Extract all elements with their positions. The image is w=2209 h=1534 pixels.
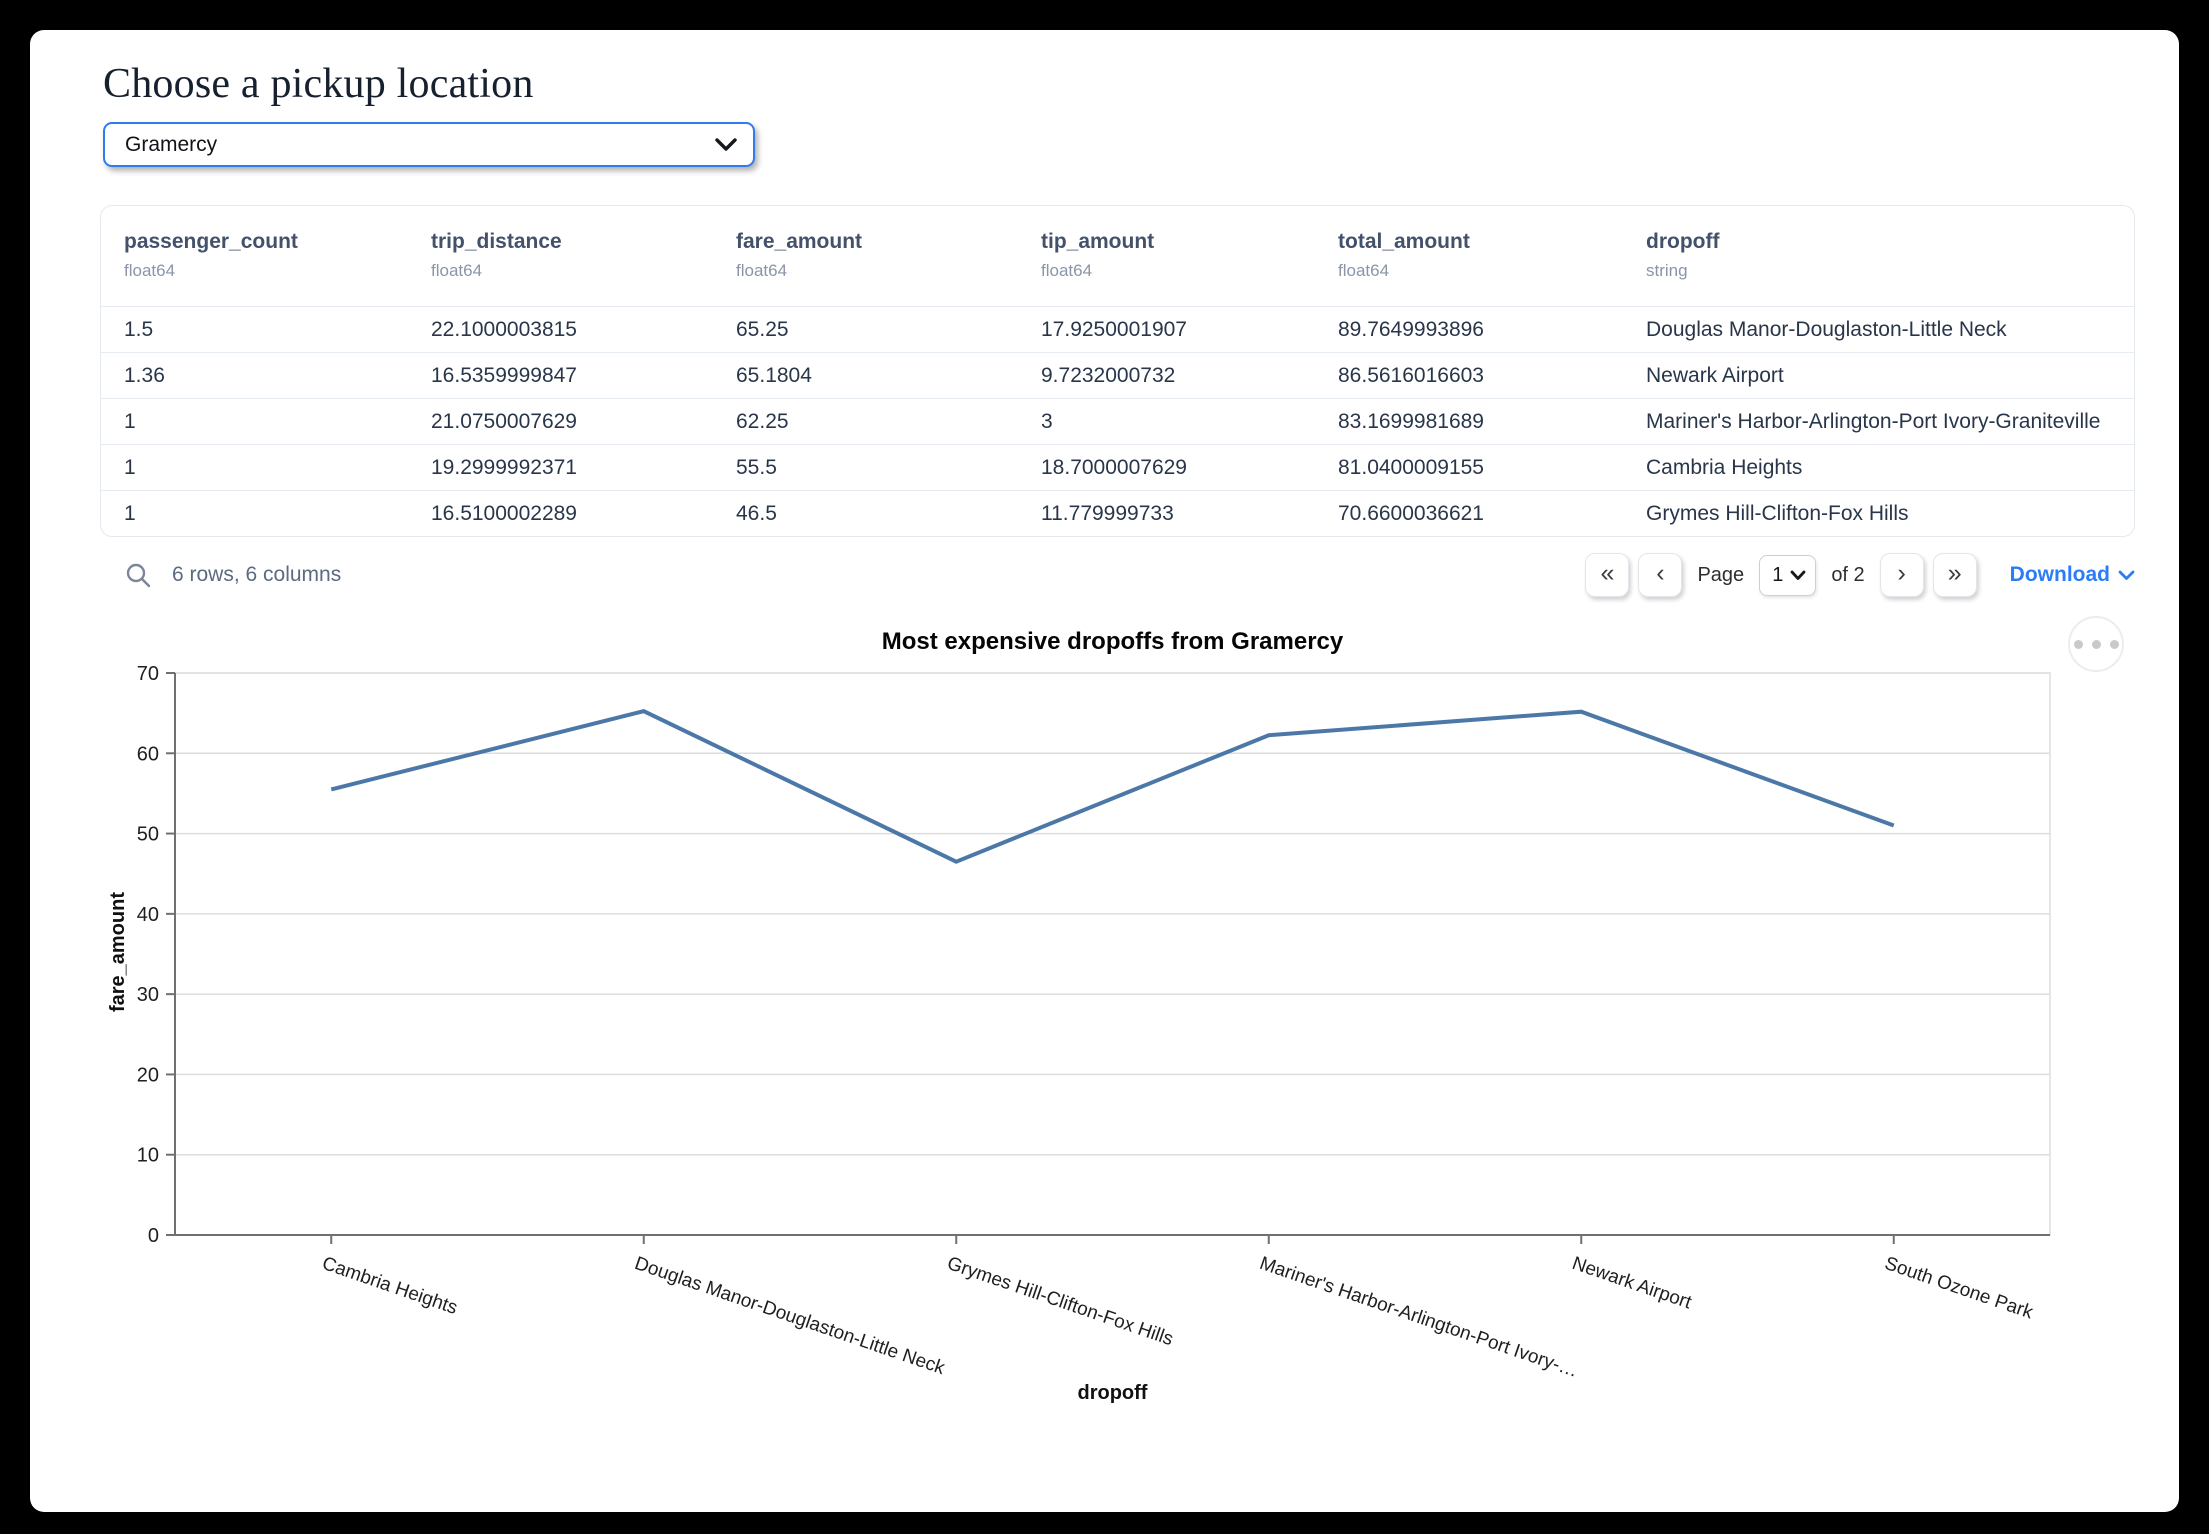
search-icon[interactable] [124, 561, 152, 589]
page-count-label: of 2 [1831, 563, 1865, 586]
table-row: 1 16.5100002289 46.5 11.779999733 70.6600036… [101, 490, 2134, 536]
table-cell: 89.7649993896 [1338, 317, 1484, 341]
pagination: « ‹ Page 1 of 2 › » Download [1585, 553, 2135, 597]
y-tick-label: 10 [137, 1145, 159, 1167]
table-cell: Douglas Manor-Douglaston-Little Neck [1646, 317, 2007, 341]
x-axis-title: dropoff [1077, 1382, 1148, 1404]
y-tick-label: 50 [137, 824, 159, 846]
table-cell: 62.25 [736, 409, 789, 433]
download-label: Download [2009, 563, 2110, 586]
table-cell: 1 [124, 409, 136, 433]
table-body: 1.5 22.1000003815 65.25 17.9250001907 89.764… [101, 306, 2134, 536]
table-row: 1.5 22.1000003815 65.25 17.9250001907 89.764… [101, 306, 2134, 352]
table-cell: Grymes Hill-Clifton-Fox Hills [1646, 501, 1909, 525]
table-cell: Mariner's Harbor-Arlington-Port Ivory-Gr… [1646, 409, 2101, 433]
table-row: 1.36 16.5359999847 65.1804 9.7232000732 86.5… [101, 352, 2134, 398]
table-cell: 16.5359999847 [431, 363, 577, 387]
column-header-tip_amount: tip_amount float64 [1041, 230, 1338, 306]
table-cell: 81.0400009155 [1338, 455, 1484, 479]
y-tick-label: 60 [137, 743, 159, 765]
column-name: tip_amount [1041, 230, 1155, 253]
y-tick-label: 30 [137, 984, 159, 1006]
x-tick-label: Grymes Hill-Clifton-Fox Hills [944, 1253, 1175, 1350]
table-cell: 83.1699981689 [1338, 409, 1484, 433]
chart-title: Most expensive dropoffs from Gramercy [881, 628, 1344, 655]
table-cell: 22.1000003815 [431, 317, 577, 341]
page-label: Page [1697, 563, 1745, 586]
line-chart: 0 10 20 30 40 50 60 70 Cambria Heights Douglas Ma… [137, 666, 2051, 1382]
x-tick-label: Mariner's Harbor-Arlington-Port Ivory-… [1257, 1253, 1581, 1382]
y-tick-label: 20 [137, 1064, 159, 1086]
x-tick-label: Douglas Manor-Douglaston-Little Neck [632, 1253, 948, 1379]
x-tick-label: South Ozone Park [1882, 1253, 2036, 1324]
column-name: total_amount [1338, 230, 1470, 253]
table-cell: 21.0750007629 [431, 409, 577, 433]
table-cell: 65.25 [736, 317, 789, 341]
y-tick-label: 40 [137, 904, 159, 926]
y-tick-label: 70 [137, 666, 159, 685]
download-button[interactable]: Download [2010, 563, 2135, 587]
pickup-location-select[interactable]: Gramercy [103, 122, 755, 167]
table-cell: Cambria Heights [1646, 455, 1803, 479]
table-cell: 1.36 [124, 363, 165, 387]
table-cell: 55.5 [736, 455, 777, 479]
table-cell: Newark Airport [1646, 363, 1784, 387]
page-select[interactable]: 1 [1759, 554, 1817, 596]
table-cell: 9.7232000732 [1041, 363, 1176, 387]
x-tick-label: Newark Airport [1569, 1253, 1694, 1314]
y-tick-label: 0 [148, 1225, 159, 1247]
x-tick-label: Cambria Heights [319, 1253, 460, 1319]
chevron-down-icon [715, 137, 737, 151]
table-cell: 70.6600036621 [1338, 501, 1484, 525]
app-page: Choose a pickup location Gramercy passen… [30, 30, 2179, 1512]
table-cell: 1.5 [124, 317, 154, 341]
table-cell: 1 [124, 455, 136, 479]
table-summary: 6 rows, 6 columns [172, 563, 342, 586]
column-header-total_amount: total_amount float64 [1338, 230, 1646, 306]
chart-menu-button[interactable] [2068, 616, 2124, 672]
table-cell: 86.5616016603 [1338, 363, 1484, 387]
column-type: string [1646, 261, 1688, 280]
table-footer: 6 rows, 6 columns « ‹ Page 1 of 2 › » Do… [100, 552, 2135, 598]
first-page-button[interactable]: « [1585, 553, 1630, 597]
column-header-fare_amount: fare_amount float64 [736, 230, 1041, 306]
page-select-value: 1 [1772, 563, 1784, 586]
table-cell: 19.2999992371 [431, 455, 577, 479]
column-header-trip_distance: trip_distance float64 [431, 230, 736, 306]
page-title: Choose a pickup location [103, 61, 534, 107]
column-type: float64 [431, 261, 483, 280]
column-name: trip_distance [431, 230, 562, 253]
ellipsis-icon [2073, 639, 2083, 649]
column-header-dropoff: dropoff string [1646, 230, 2122, 306]
table-cell: 3 [1041, 409, 1053, 433]
table-cell: 1 [124, 501, 136, 525]
table-row: 1 19.2999992371 55.5 18.7000007629 81.040000… [101, 444, 2134, 490]
column-name: fare_amount [736, 230, 863, 253]
column-type: float64 [736, 261, 788, 280]
table-cell: 18.7000007629 [1041, 455, 1187, 479]
column-name: passenger_count [124, 230, 298, 253]
table-cell: 46.5 [736, 501, 777, 525]
table-row: 1 21.0750007629 62.25 3 83.1699981689 Mariner… [101, 398, 2134, 444]
pickup-select-value: Gramercy [125, 132, 218, 156]
column-type: float64 [1338, 261, 1390, 280]
next-page-button[interactable]: › [1879, 553, 1924, 597]
column-type: float64 [124, 261, 176, 280]
prev-page-button[interactable]: ‹ [1638, 553, 1683, 597]
series-line [330, 709, 1895, 864]
table-cell: 65.1804 [736, 363, 812, 387]
table-cell: 11.779999733 [1041, 501, 1174, 525]
column-header-passenger_count: passenger_count float64 [124, 230, 431, 306]
chevron-down-icon [1790, 570, 1806, 580]
table-cell: 16.5100002289 [431, 501, 577, 525]
chevron-down-icon [2118, 570, 2135, 580]
column-name: dropoff [1646, 230, 1720, 253]
last-page-button[interactable]: » [1932, 553, 1977, 597]
column-type: float64 [1041, 261, 1093, 280]
table-cell: 17.9250001907 [1041, 317, 1187, 341]
